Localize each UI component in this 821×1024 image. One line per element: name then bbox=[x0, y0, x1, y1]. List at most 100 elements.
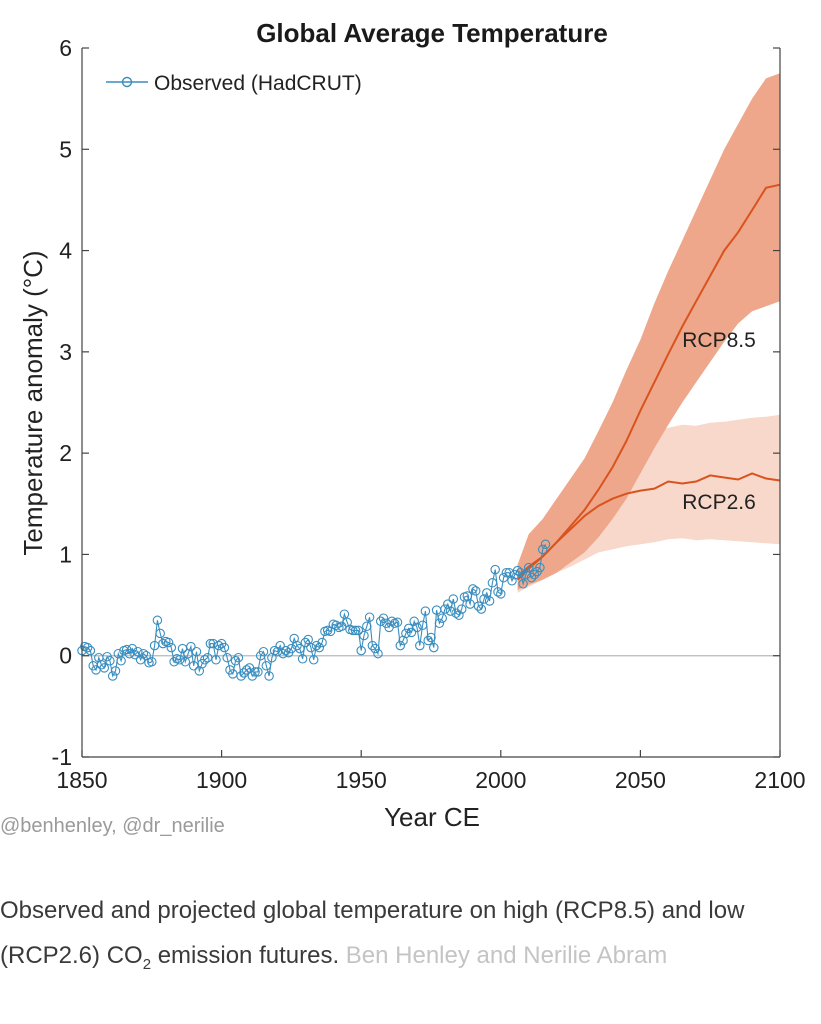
observed-point bbox=[85, 645, 96, 656]
observed-point bbox=[147, 657, 157, 667]
observed-point bbox=[493, 587, 503, 597]
ticks: 1850 1900 1950 2000 2050 2100 -1 0 1 2 3 4 5 6 bbox=[52, 35, 806, 793]
observed-point bbox=[163, 637, 174, 648]
figure-caption: Observed and projected global temperatur… bbox=[0, 888, 815, 987]
caption-text: Observed and projected global temperatur… bbox=[0, 897, 745, 969]
observed-point bbox=[350, 625, 361, 636]
y-tick-label: 0 bbox=[59, 643, 72, 669]
observed-point bbox=[138, 648, 149, 659]
observed-point bbox=[401, 628, 411, 639]
observed-point bbox=[496, 589, 506, 599]
observed-point bbox=[155, 628, 165, 639]
observed-point bbox=[191, 646, 202, 657]
observed-point bbox=[445, 606, 456, 616]
caption-source: Ben Henley and Nerilie Abram bbox=[345, 942, 668, 969]
y-tick-label: 3 bbox=[59, 339, 72, 365]
observed-point bbox=[110, 666, 121, 676]
observed-point bbox=[331, 620, 341, 631]
observed-point bbox=[540, 539, 551, 550]
observed-point bbox=[406, 627, 417, 638]
observed-point bbox=[415, 640, 425, 651]
observed-point bbox=[470, 586, 481, 596]
observed-point bbox=[99, 663, 110, 673]
observed-point bbox=[297, 654, 308, 664]
observed-point bbox=[158, 638, 168, 649]
observed-point bbox=[462, 591, 473, 601]
rcp26-line bbox=[516, 472, 781, 581]
observed-point bbox=[370, 643, 380, 654]
observed-point bbox=[395, 640, 406, 651]
observed-point bbox=[186, 641, 196, 652]
observed-point bbox=[180, 657, 191, 667]
observed-point bbox=[484, 596, 495, 606]
observed-point bbox=[82, 642, 93, 653]
caption-text-end: emission futures. bbox=[151, 942, 340, 969]
observed-point bbox=[219, 642, 230, 653]
observed-point bbox=[518, 579, 528, 589]
observed-point bbox=[127, 643, 138, 654]
observed-point bbox=[353, 625, 364, 636]
observed-point bbox=[440, 604, 450, 614]
observed-point bbox=[479, 594, 489, 604]
observed-point bbox=[292, 640, 302, 651]
observed-point bbox=[253, 667, 263, 677]
legend-observed-marker bbox=[121, 76, 133, 88]
observed-point bbox=[434, 618, 445, 629]
observed-point bbox=[387, 616, 397, 627]
x-tick-label: 1900 bbox=[196, 767, 247, 793]
observed-point bbox=[359, 630, 369, 641]
observed-point bbox=[392, 617, 403, 628]
observed-point bbox=[487, 578, 498, 588]
x-tick-label: 2000 bbox=[475, 767, 526, 793]
observed-point bbox=[281, 645, 291, 656]
observed-point bbox=[339, 609, 350, 619]
observed-point bbox=[526, 572, 537, 583]
y-tick-label: 2 bbox=[59, 440, 72, 466]
observed-point bbox=[214, 640, 224, 651]
observed-point bbox=[133, 646, 143, 657]
observed-point bbox=[230, 656, 241, 666]
y-tick-label: 6 bbox=[59, 35, 72, 61]
observed-point bbox=[537, 544, 548, 555]
legend: Observed (HadCRUT) bbox=[106, 72, 362, 95]
observed-point bbox=[409, 616, 419, 627]
observed-point bbox=[482, 588, 492, 598]
observed-point bbox=[507, 576, 517, 586]
observed-point bbox=[300, 637, 311, 648]
observed-point bbox=[250, 667, 260, 677]
observed-point bbox=[420, 606, 431, 616]
observed-point bbox=[152, 615, 163, 626]
observed-point bbox=[412, 622, 422, 633]
observed-point bbox=[529, 569, 540, 580]
observed-point bbox=[367, 640, 378, 651]
rcp85-uncertainty-band bbox=[517, 73, 780, 590]
observed-point bbox=[454, 610, 464, 620]
x-tick-label: 1950 bbox=[336, 767, 387, 793]
observed-point bbox=[295, 643, 305, 654]
observed-point bbox=[308, 655, 319, 665]
observed-point bbox=[96, 660, 107, 670]
observed-point bbox=[473, 601, 484, 611]
author-credit: @benhenley, @dr_nerilie bbox=[0, 815, 225, 837]
series-label: RCP2.6 bbox=[682, 491, 756, 514]
projection-bands bbox=[517, 73, 780, 593]
observed-point bbox=[512, 565, 523, 576]
observed-series bbox=[77, 539, 551, 681]
observed-point bbox=[426, 632, 436, 643]
observed-point bbox=[258, 646, 269, 657]
observed-point bbox=[498, 572, 509, 583]
observed-point bbox=[523, 562, 534, 573]
observed-point bbox=[107, 671, 118, 681]
observed-point bbox=[169, 657, 179, 667]
y-tick-label: 5 bbox=[59, 136, 72, 162]
observed-point bbox=[468, 584, 478, 594]
observed-point bbox=[456, 604, 467, 614]
observed-point bbox=[264, 671, 274, 681]
observed-point bbox=[166, 642, 177, 653]
observed-point bbox=[437, 613, 447, 623]
observed-point bbox=[356, 645, 366, 656]
observed-point bbox=[116, 656, 126, 666]
axes bbox=[81, 48, 781, 758]
observed-point bbox=[239, 668, 249, 678]
x-tick-label: 2100 bbox=[754, 767, 805, 793]
